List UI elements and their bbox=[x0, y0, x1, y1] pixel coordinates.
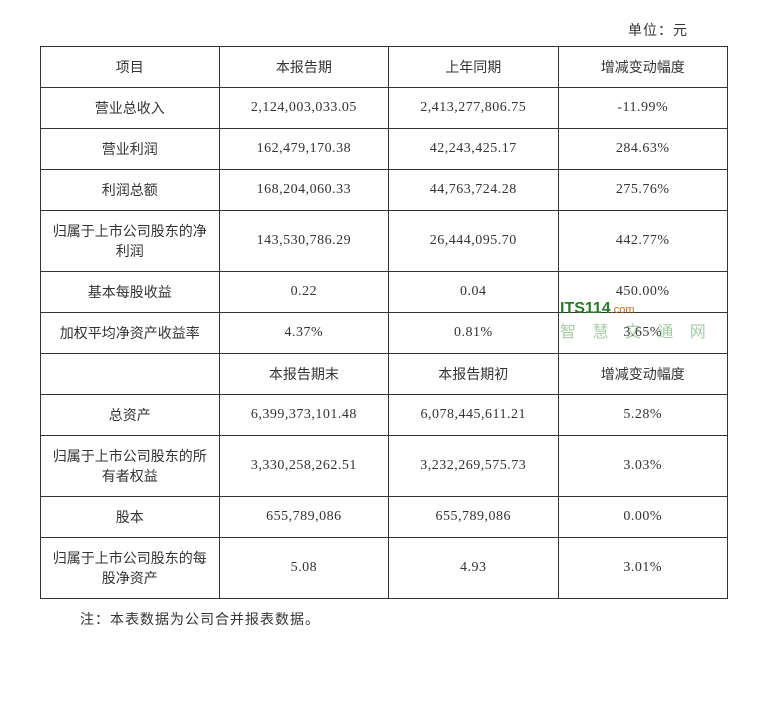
table-row: 加权平均净资产收益率 4.37% 0.81% 3.65% bbox=[41, 313, 728, 354]
table-row: 归属于上市公司股东的所有者权益 3,330,258,262.51 3,232,2… bbox=[41, 436, 728, 497]
cell-change: 442.77% bbox=[558, 211, 727, 272]
cell-prev: 0.81% bbox=[389, 313, 558, 354]
col-header-prev: 上年同期 bbox=[389, 47, 558, 88]
table-footnote: 注：本表数据为公司合并报表数据。 bbox=[40, 609, 728, 629]
cell-prev: 26,444,095.70 bbox=[389, 211, 558, 272]
cell-current: 0.22 bbox=[219, 272, 388, 313]
cell-prev: 6,078,445,611.21 bbox=[389, 395, 558, 436]
col-header-period-end: 本报告期末 bbox=[219, 354, 388, 395]
cell-prev: 3,232,269,575.73 bbox=[389, 436, 558, 497]
cell-change: 3.01% bbox=[558, 538, 727, 599]
cell-prev: 655,789,086 bbox=[389, 497, 558, 538]
cell-change: -11.99% bbox=[558, 88, 727, 129]
cell-current: 6,399,373,101.48 bbox=[219, 395, 388, 436]
cell-change: 3.65% bbox=[558, 313, 727, 354]
cell-prev: 44,763,724.28 bbox=[389, 170, 558, 211]
col-header-period-begin: 本报告期初 bbox=[389, 354, 558, 395]
cell-change: 3.03% bbox=[558, 436, 727, 497]
row-label: 基本每股收益 bbox=[41, 272, 220, 313]
cell-change: 450.00% bbox=[558, 272, 727, 313]
table-row: 归属于上市公司股东的净利润 143,530,786.29 26,444,095.… bbox=[41, 211, 728, 272]
cell-current: 162,479,170.38 bbox=[219, 129, 388, 170]
row-label: 归属于上市公司股东的所有者权益 bbox=[41, 436, 220, 497]
cell-current: 3,330,258,262.51 bbox=[219, 436, 388, 497]
col-header-item-blank bbox=[41, 354, 220, 395]
row-label: 营业总收入 bbox=[41, 88, 220, 129]
row-label: 股本 bbox=[41, 497, 220, 538]
cell-current: 655,789,086 bbox=[219, 497, 388, 538]
cell-prev: 42,243,425.17 bbox=[389, 129, 558, 170]
row-label: 加权平均净资产收益率 bbox=[41, 313, 220, 354]
table-row: 营业利润 162,479,170.38 42,243,425.17 284.63… bbox=[41, 129, 728, 170]
cell-current: 2,124,003,033.05 bbox=[219, 88, 388, 129]
row-label: 营业利润 bbox=[41, 129, 220, 170]
col-header-change: 增减变动幅度 bbox=[558, 354, 727, 395]
table-row: 总资产 6,399,373,101.48 6,078,445,611.21 5.… bbox=[41, 395, 728, 436]
table-row: 股本 655,789,086 655,789,086 0.00% bbox=[41, 497, 728, 538]
row-label: 利润总额 bbox=[41, 170, 220, 211]
col-header-item: 项目 bbox=[41, 47, 220, 88]
cell-change: 284.63% bbox=[558, 129, 727, 170]
table-row: 利润总额 168,204,060.33 44,763,724.28 275.76… bbox=[41, 170, 728, 211]
row-label: 归属于上市公司股东的每股净资产 bbox=[41, 538, 220, 599]
cell-change: 0.00% bbox=[558, 497, 727, 538]
table-row: 基本每股收益 0.22 0.04 450.00% bbox=[41, 272, 728, 313]
cell-current: 4.37% bbox=[219, 313, 388, 354]
page-wrap: 单位：元 项目 本报告期 上年同期 增减变动幅度 营业总收入 2,124,003… bbox=[40, 20, 728, 629]
cell-change: 5.28% bbox=[558, 395, 727, 436]
cell-current: 168,204,060.33 bbox=[219, 170, 388, 211]
cell-prev: 0.04 bbox=[389, 272, 558, 313]
cell-change: 275.76% bbox=[558, 170, 727, 211]
row-label: 归属于上市公司股东的净利润 bbox=[41, 211, 220, 272]
col-header-change: 增减变动幅度 bbox=[558, 47, 727, 88]
table-row: 营业总收入 2,124,003,033.05 2,413,277,806.75 … bbox=[41, 88, 728, 129]
table-header-row: 本报告期末 本报告期初 增减变动幅度 bbox=[41, 354, 728, 395]
table-header-row: 项目 本报告期 上年同期 增减变动幅度 bbox=[41, 47, 728, 88]
cell-prev: 4.93 bbox=[389, 538, 558, 599]
cell-current: 143,530,786.29 bbox=[219, 211, 388, 272]
cell-prev: 2,413,277,806.75 bbox=[389, 88, 558, 129]
col-header-current: 本报告期 bbox=[219, 47, 388, 88]
table-row: 归属于上市公司股东的每股净资产 5.08 4.93 3.01% bbox=[41, 538, 728, 599]
unit-label: 单位：元 bbox=[40, 20, 728, 40]
row-label: 总资产 bbox=[41, 395, 220, 436]
cell-current: 5.08 bbox=[219, 538, 388, 599]
financial-table: 项目 本报告期 上年同期 增减变动幅度 营业总收入 2,124,003,033.… bbox=[40, 46, 728, 599]
